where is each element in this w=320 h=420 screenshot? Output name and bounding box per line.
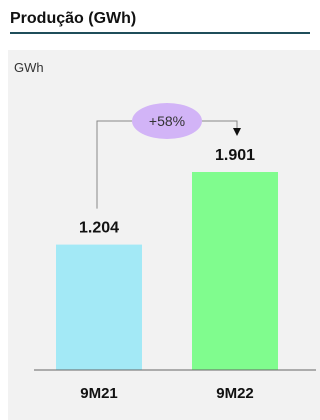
- growth-arrowhead: [233, 128, 241, 136]
- category-label-9m21: 9M21: [80, 385, 118, 402]
- chart-title: Produção (GWh): [10, 8, 310, 34]
- bar-9m22: [192, 172, 278, 370]
- category-label-9m22: 9M22: [216, 385, 254, 402]
- bar-9m21: [56, 244, 142, 370]
- value-label-9m22: 1.901: [215, 147, 255, 164]
- growth-bubble: [132, 103, 202, 139]
- growth-label: +58%: [149, 113, 185, 129]
- y-axis-label: GWh: [14, 60, 44, 75]
- value-label-9m21: 1.204: [79, 220, 119, 237]
